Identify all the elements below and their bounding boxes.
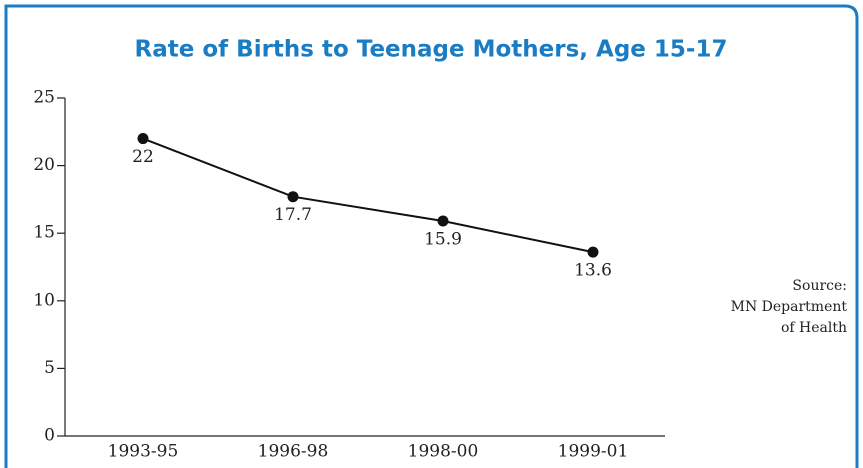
point (287, 191, 299, 203)
data-label: 13.6 (574, 261, 612, 281)
x-tick-label: 1993-95 (108, 442, 179, 462)
y-tick-label: 0 (44, 426, 55, 446)
y-tick-label: 20 (33, 155, 55, 175)
point (587, 246, 599, 258)
x-tick-label: 1996-98 (258, 442, 329, 462)
frame (4, 4, 859, 468)
data-label: 22 (132, 147, 154, 167)
y-tick-label: 15 (33, 223, 55, 243)
data-label: 15.9 (424, 230, 462, 250)
data-label: 17.7 (274, 205, 312, 225)
point (437, 215, 449, 227)
source-note: Source: (792, 278, 847, 294)
x-tick-label: 1998-00 (408, 442, 479, 462)
point (137, 133, 149, 145)
y-tick-label: 25 (33, 88, 55, 108)
line (142, 137, 594, 254)
x-tick-label: 1999-01 (558, 442, 629, 462)
y-tick-label: 5 (44, 358, 55, 378)
source-note: of Health (781, 320, 847, 336)
chart-title: Rate of Births to Teenage Mothers, Age 1… (135, 37, 728, 63)
source-note: MN Department (731, 299, 848, 315)
y-tick-label: 10 (33, 290, 55, 310)
